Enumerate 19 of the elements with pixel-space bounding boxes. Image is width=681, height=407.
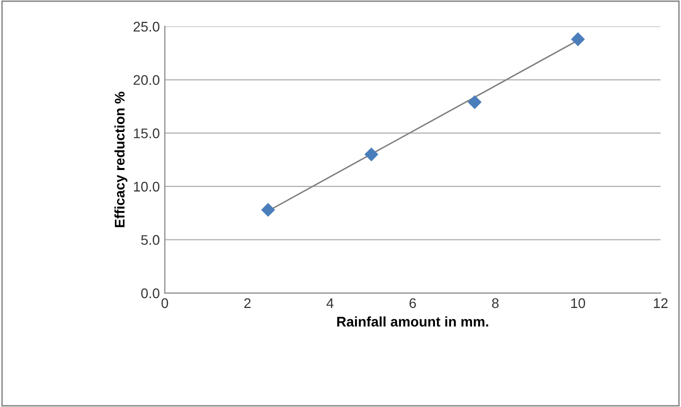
x-axis-title: Rainfall amount in mm.: [337, 316, 488, 327]
x-tick-label: 6: [410, 298, 416, 308]
y-tick-label: 20.0: [134, 75, 160, 85]
y-axis-title: Efficacy reduction %: [114, 92, 128, 228]
point: [261, 202, 276, 217]
point: [468, 95, 482, 110]
point: [364, 147, 378, 162]
x-tick-label: 4: [326, 298, 334, 308]
x-tick-label: 0: [161, 298, 168, 308]
y-tick-label: 25.0: [134, 22, 160, 32]
y-tick-label: 5.0: [141, 235, 160, 245]
y-tick-label: 0.0: [141, 288, 160, 298]
y-tick-label: 15.0: [134, 128, 160, 138]
x-tick-label: 10: [571, 298, 586, 308]
y-tick-label: 10.0: [134, 182, 160, 192]
x-tick-label: 12: [654, 298, 668, 308]
x-tick-label: 2: [244, 298, 251, 308]
x-tick-label: 8: [492, 298, 499, 308]
point: [570, 32, 585, 46]
